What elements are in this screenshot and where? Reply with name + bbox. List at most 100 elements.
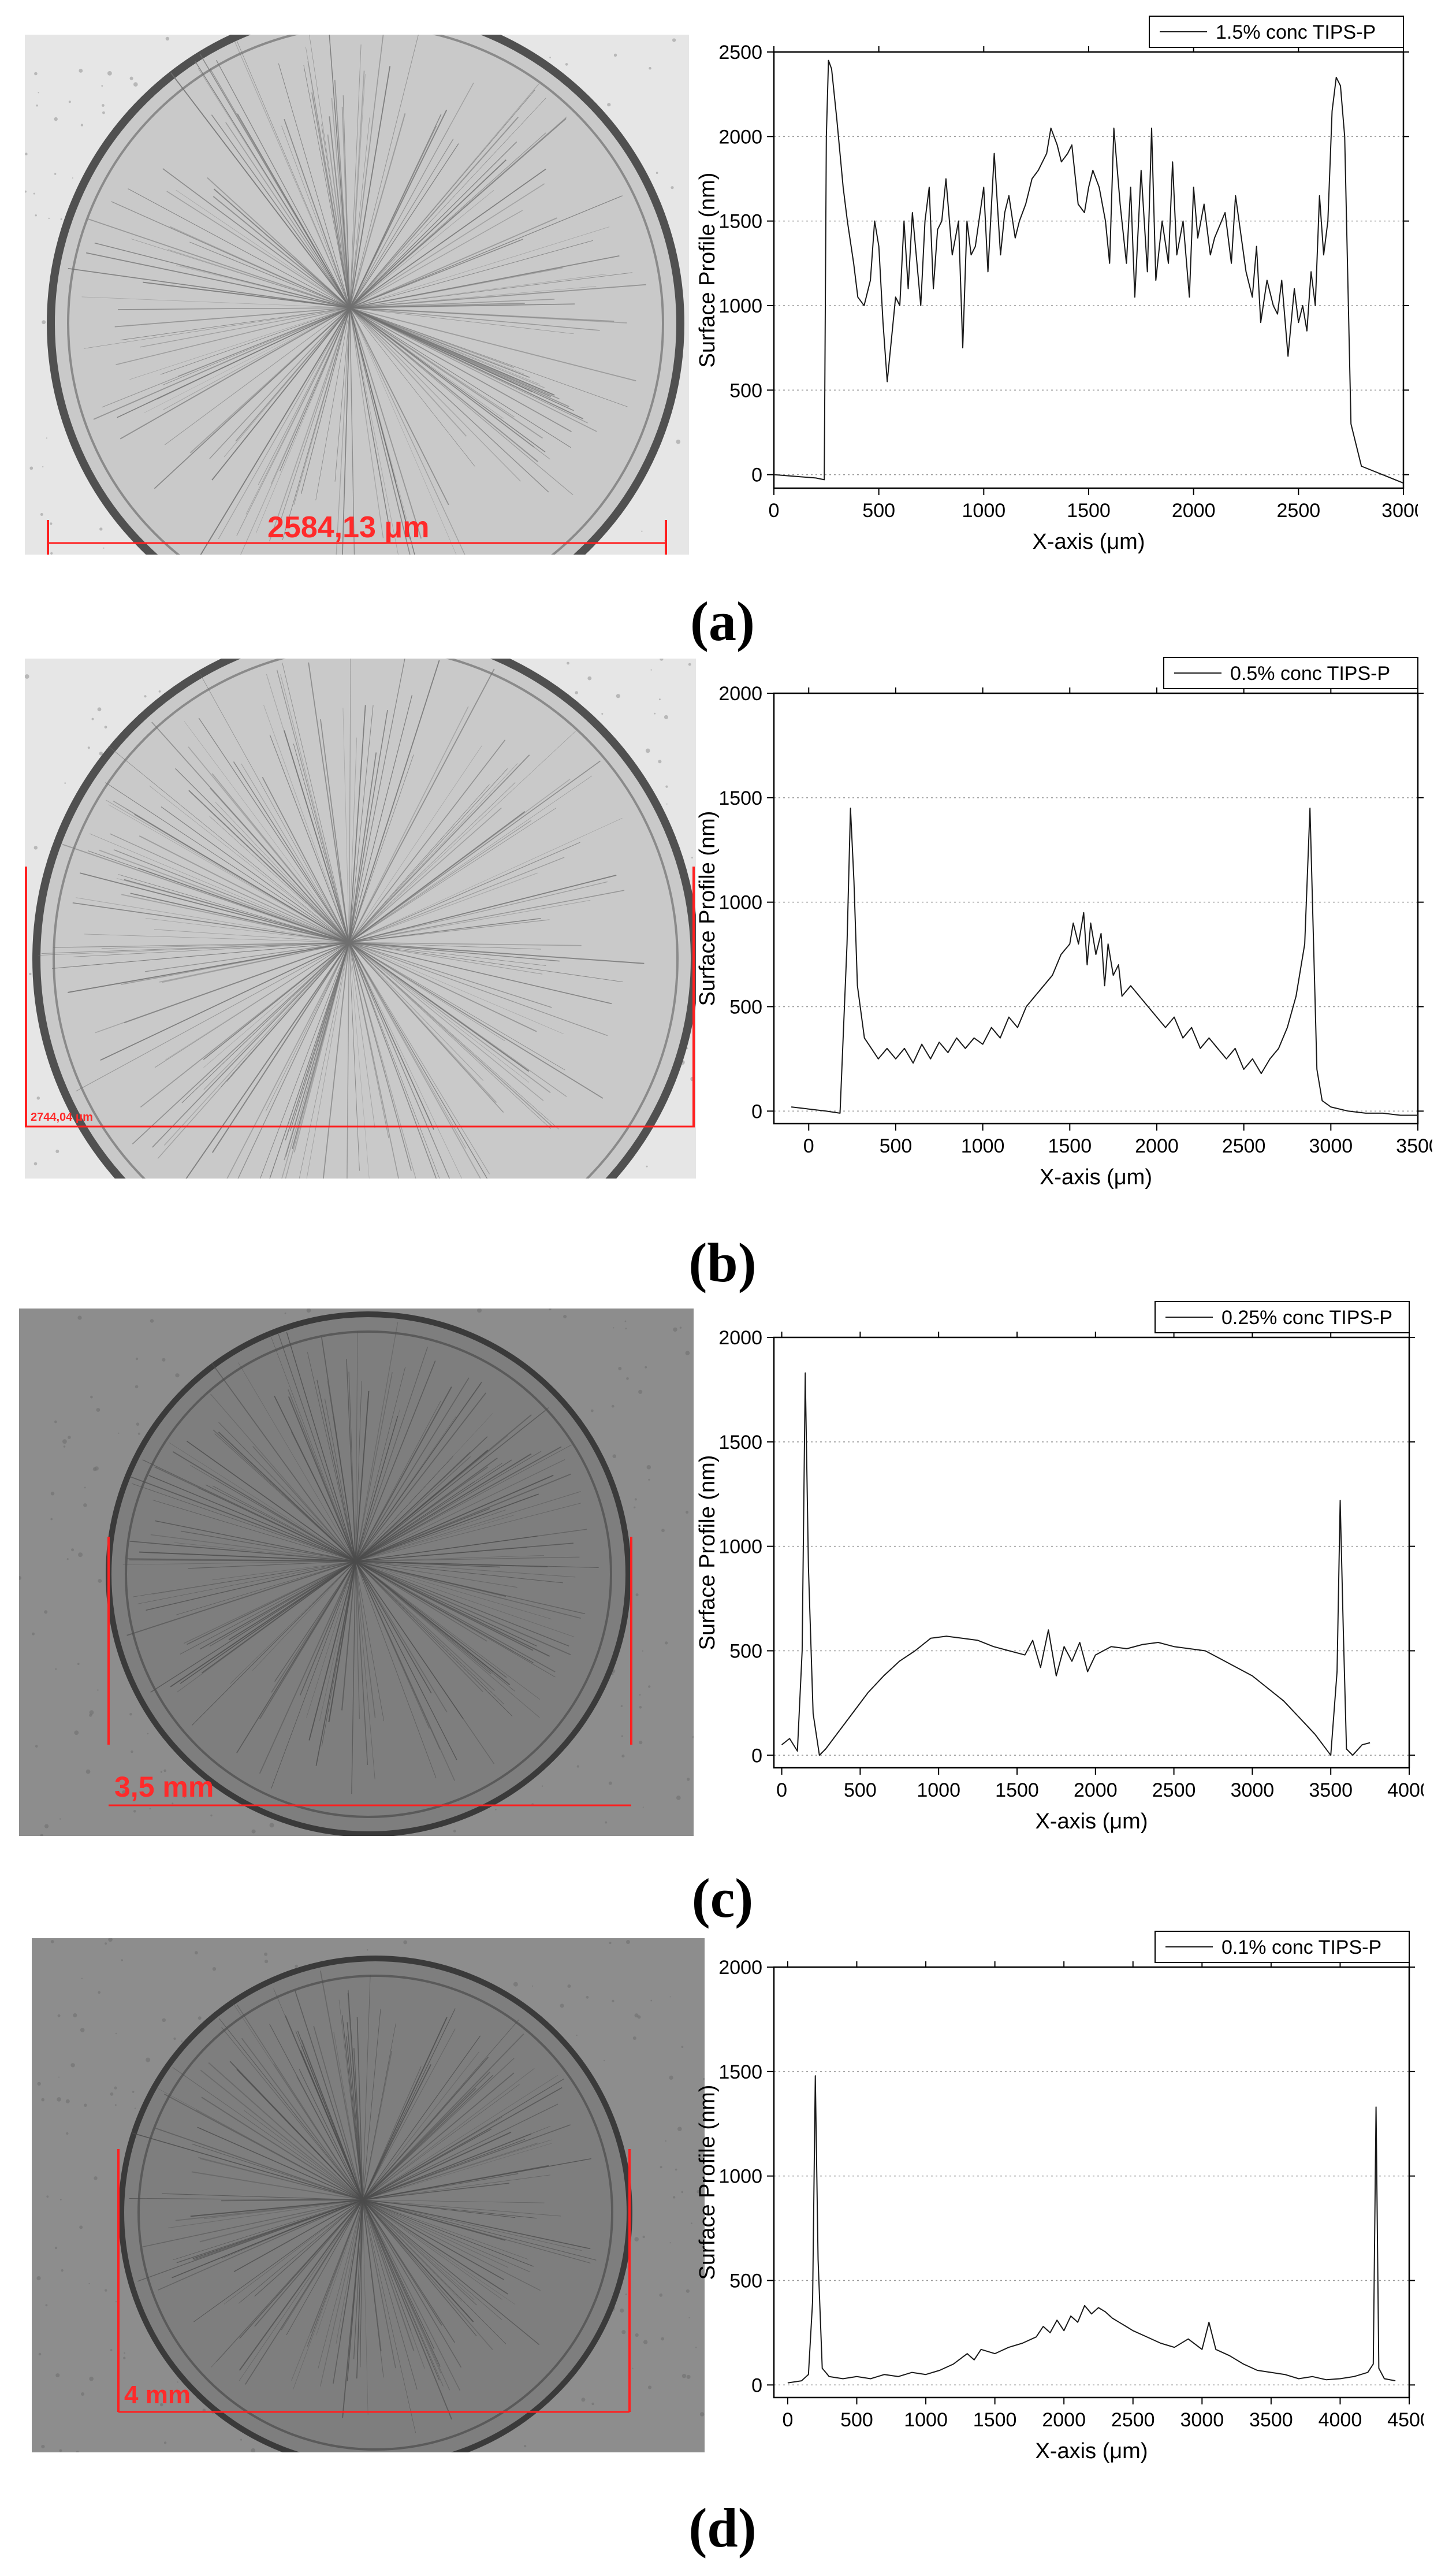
y-axis-label: Surface Profile (nm) [695, 1455, 720, 1651]
panel-label-d: (d) [688, 2497, 757, 2559]
scale-bar [47, 520, 667, 555]
x-tick-label: 2000 [1135, 1135, 1179, 1157]
x-tick-label: 500 [880, 1135, 913, 1157]
scale-bar [117, 2149, 631, 2413]
x-tick-label: 0 [769, 500, 780, 522]
x-tick-label: 500 [862, 500, 895, 522]
x-tick-label: 4000 [1319, 2409, 1362, 2431]
grid-lines [774, 2071, 1409, 2386]
x-tick-label: 3500 [1309, 1779, 1353, 1801]
scale-bar-label: 3,5 mm [114, 1771, 214, 1803]
droplet-rim [67, 35, 664, 555]
y-tick-label: 2000 [718, 1327, 762, 1349]
y-tick-label: 0 [751, 1101, 762, 1122]
chart-b: 0 500 1000 1500 2000 2500 3000 3500 0 500 1000 1500… [690, 653, 1432, 1202]
x-tick-label: 1000 [904, 2409, 948, 2431]
y-tick-label: 0 [751, 1745, 762, 1767]
series-line [791, 807, 1418, 1116]
x-tick-label: 1500 [973, 2409, 1017, 2431]
x-tick-label: 500 [844, 1779, 877, 1801]
micrograph-b: 2744,04 μm [25, 659, 696, 1179]
micrograph-c: 3,5 mm [19, 1309, 694, 1836]
crystal-streaks [38, 659, 645, 1179]
x-tick-label: 1500 [1067, 500, 1111, 522]
y-tick-label: 500 [729, 2270, 762, 2292]
x-tick-label: 0 [782, 2409, 793, 2431]
x-tick-label: 3000 [1231, 1779, 1275, 1801]
x-tick-label: 0 [803, 1135, 814, 1157]
y-tick-label: 0 [751, 2374, 762, 2396]
scale-bar-label: 4 mm [124, 2381, 191, 2409]
x-tick-label: 3500 [1249, 2409, 1293, 2431]
plot-frame [773, 1966, 1410, 2399]
y-tick-label: 500 [729, 1640, 762, 1662]
y-tick-label: 2500 [718, 42, 762, 64]
x-tick-label: 2000 [1074, 1779, 1118, 1801]
droplet-rim [53, 659, 679, 1179]
crystal-streaks [122, 1322, 599, 1794]
panel-label-b: (b) [688, 1232, 757, 1293]
plot-frame [773, 692, 1419, 1125]
x-axis-label: X-axis (μm) [1036, 2439, 1148, 2463]
series-line [773, 60, 1404, 484]
x-tick-label: 2500 [1152, 1779, 1196, 1801]
chart-a: 0 500 1000 1500 2000 2500 3000 0 500 1000 1500 2000… [690, 12, 1418, 566]
droplet-rim [137, 1975, 613, 2451]
x-axis-label: X-axis (μm) [1033, 530, 1145, 554]
x-tick-label: 3000 [1180, 2409, 1224, 2431]
y-tick-label: 2000 [718, 1957, 762, 1979]
y-tick-label: 1500 [718, 211, 762, 233]
plot-frame [773, 51, 1405, 489]
legend-box [1163, 657, 1418, 689]
x-tick-label: 1500 [995, 1779, 1039, 1801]
y-axis-label: Surface Profile (nm) [695, 2085, 720, 2280]
x-tick-label: 500 [840, 2409, 873, 2431]
x-tick-label: 4000 [1387, 1779, 1424, 1801]
x-tick-label: 3500 [1396, 1135, 1432, 1157]
micrograph-d: 4 mm [32, 1938, 705, 2452]
y-tick-label: 500 [729, 996, 762, 1018]
y-tick-label: 2000 [718, 126, 762, 148]
y-tick-label: 1000 [718, 2166, 762, 2188]
scale-bar [107, 1537, 632, 1806]
y-tick-label: 1000 [718, 892, 762, 914]
x-tick-label: 3000 [1309, 1135, 1353, 1157]
x-tick-label: 2500 [1111, 2409, 1155, 2431]
y-tick-label: 0 [751, 464, 762, 486]
x-axis-label: X-axis (μm) [1036, 1809, 1148, 1834]
x-tick-label: 0 [776, 1779, 787, 1801]
x-tick-label: 1000 [917, 1779, 960, 1801]
chart-c: 0 500 1000 1500 2000 2500 3000 3500 4000 0 500 1000… [690, 1297, 1424, 1846]
grid-lines [774, 797, 1418, 1112]
y-tick-label: 500 [729, 380, 762, 402]
micrograph-a: 2584,13 μm [25, 35, 689, 555]
scale-bar [25, 867, 695, 1128]
x-tick-label: 2500 [1277, 500, 1321, 522]
y-tick-label: 1000 [718, 1536, 762, 1558]
x-tick-label: 3000 [1381, 500, 1418, 522]
panel-label-a: (a) [690, 590, 755, 652]
y-tick-label: 2000 [718, 683, 762, 705]
y-tick-label: 1000 [718, 295, 762, 317]
panel-label-c: (c) [691, 1867, 754, 1929]
x-tick-label: 2500 [1222, 1135, 1266, 1157]
y-axis-label: Surface Profile (nm) [695, 811, 720, 1006]
legend-label: 1.5% conc TIPS-P [1216, 21, 1376, 43]
x-tick-label: 1000 [962, 500, 1006, 522]
y-tick-label: 1500 [718, 2061, 762, 2083]
series-line [781, 1372, 1370, 1756]
droplet-disc [32, 659, 696, 1179]
legend-label: 0.25% conc TIPS-P [1221, 1307, 1392, 1329]
legend-label: 0.1% conc TIPS-P [1221, 1936, 1381, 1958]
scale-bar-label: 2744,04 μm [31, 1111, 93, 1124]
plot-frame [773, 1336, 1410, 1769]
y-tick-label: 1500 [718, 1432, 762, 1454]
grid-lines [774, 1441, 1409, 1756]
y-axis-label: Surface Profile (nm) [695, 173, 720, 368]
y-tick-label: 1500 [718, 787, 762, 809]
x-axis-label: X-axis (μm) [1040, 1165, 1152, 1190]
crystal-streaks [68, 35, 646, 555]
x-tick-label: 2000 [1172, 500, 1216, 522]
